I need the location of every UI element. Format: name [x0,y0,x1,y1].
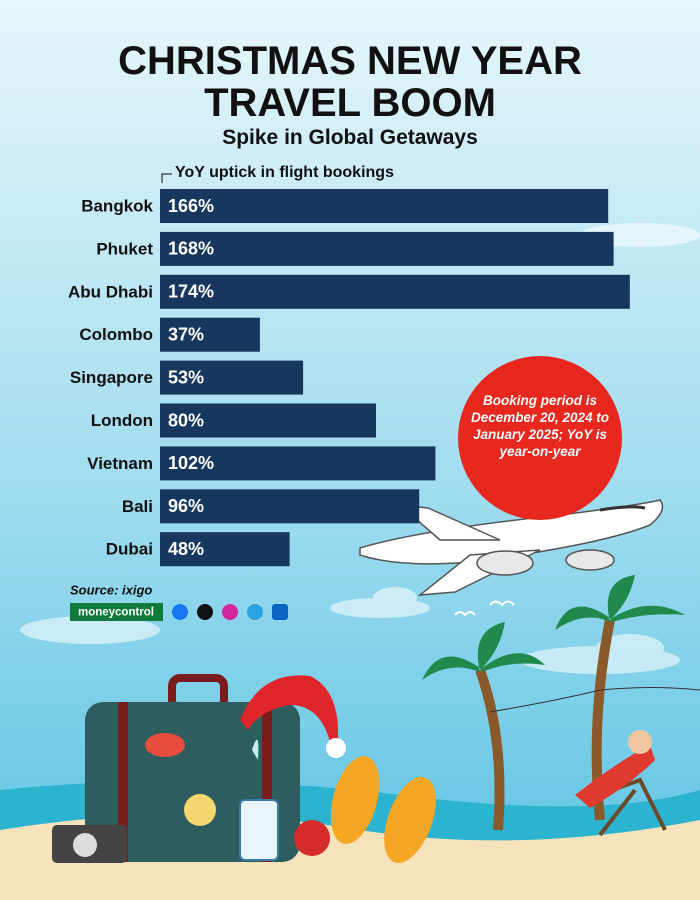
social-icons [172,604,288,620]
brand: moneycontrol [78,607,154,619]
category-label: Bangkok [81,196,153,215]
annotation-circle [458,356,622,520]
source: Source: ixigo [70,582,152,597]
value-label: 96% [168,496,204,516]
category-label: Colombo [79,325,153,344]
airplane [359,499,664,596]
camera-lens [73,833,97,857]
category-label: Dubai [106,540,153,559]
bar [160,446,436,481]
value-label: 80% [168,410,204,430]
value-label: 53% [168,367,204,387]
value-label: 168% [168,239,214,259]
annotation: Booking period is December 20, 2024 to J… [470,393,610,459]
beach-chair [575,730,667,837]
axis-bracket [161,173,172,183]
value-label: 37% [168,324,204,344]
category-label: Phuket [96,239,153,258]
value-label: 166% [168,196,214,216]
bar [160,231,614,266]
santa-hat [240,675,339,742]
value-label: 48% [168,539,204,559]
category-label: Bali [122,497,153,516]
ornament [294,820,330,856]
brand-box [70,603,163,621]
value-label: 102% [168,453,214,473]
bar [160,489,420,524]
bar-group: Bangkok 166% Phuket 168% Abu Dhabi 174% Colomb… [68,189,630,567]
santa-hat-pom [326,738,346,758]
chart-subtitle: Spike in Global Getaways [222,126,478,149]
category-label: Abu Dhabi [68,282,153,301]
bar [160,403,376,438]
flip-flop [384,777,436,863]
category-label: London [91,411,153,430]
category-label: Vietnam [87,454,153,473]
chart-title: CHRISTMAS NEW YEAR TRAVEL BOOM [118,39,582,125]
value-label: 174% [168,282,214,302]
category-label: Singapore [70,368,153,387]
phone [239,799,279,861]
bar [160,360,304,395]
bar [160,274,630,309]
seagulls [454,600,515,617]
bar [160,189,609,223]
bar [160,532,290,567]
flip-flop [330,756,380,844]
bar [160,317,260,352]
axis-label: YoY uptick in flight bookings [175,164,394,181]
